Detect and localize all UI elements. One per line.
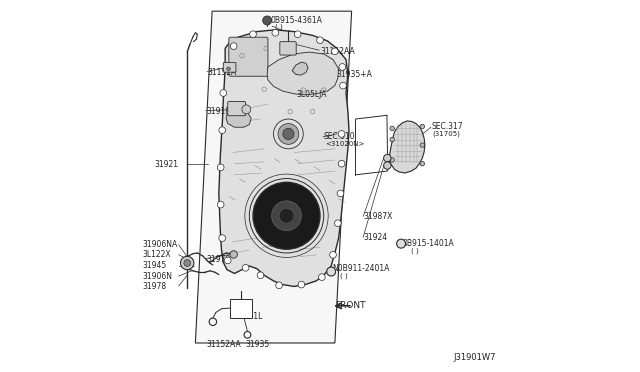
FancyBboxPatch shape [280, 42, 296, 55]
Circle shape [335, 220, 341, 227]
Circle shape [219, 235, 225, 241]
FancyBboxPatch shape [230, 299, 252, 318]
Circle shape [230, 251, 237, 258]
Text: (31705): (31705) [433, 130, 461, 137]
FancyBboxPatch shape [229, 37, 268, 76]
Text: 31924: 31924 [364, 233, 388, 242]
Circle shape [242, 105, 251, 114]
Circle shape [184, 260, 191, 266]
Circle shape [230, 43, 237, 49]
Text: SEC.310: SEC.310 [324, 132, 355, 141]
Circle shape [317, 37, 323, 44]
Circle shape [390, 158, 394, 162]
Circle shape [338, 160, 345, 167]
Text: J31901W7: J31901W7 [453, 353, 495, 362]
Text: ( ): ( ) [275, 23, 283, 30]
Text: SEC.317: SEC.317 [431, 122, 463, 131]
Text: 31906NA: 31906NA [142, 240, 177, 249]
Text: 31978: 31978 [142, 282, 166, 291]
Circle shape [243, 264, 249, 271]
Circle shape [383, 154, 391, 162]
Text: N: N [327, 268, 331, 273]
Polygon shape [292, 62, 308, 75]
Text: M: M [397, 240, 401, 246]
Circle shape [420, 124, 424, 129]
Circle shape [180, 256, 194, 270]
Polygon shape [219, 30, 349, 286]
Text: <31020N>: <31020N> [325, 141, 364, 147]
Text: 0B915-4361A: 0B915-4361A [271, 16, 323, 25]
Circle shape [272, 29, 278, 36]
Text: 31152AA: 31152AA [320, 47, 355, 56]
Circle shape [390, 126, 394, 131]
Circle shape [262, 16, 271, 25]
Circle shape [326, 267, 335, 276]
Text: 31935+A: 31935+A [337, 70, 372, 79]
Circle shape [225, 257, 231, 264]
Text: ( ): ( ) [340, 273, 348, 279]
Circle shape [276, 282, 282, 289]
Circle shape [227, 67, 230, 71]
Circle shape [218, 201, 224, 208]
Circle shape [294, 31, 301, 38]
Circle shape [337, 190, 344, 197]
Circle shape [253, 182, 320, 249]
Polygon shape [227, 110, 251, 127]
Circle shape [278, 124, 299, 144]
Circle shape [279, 208, 294, 223]
Circle shape [383, 162, 391, 169]
Circle shape [420, 143, 424, 147]
Circle shape [420, 161, 424, 166]
Text: 31906N: 31906N [142, 272, 172, 280]
Text: 31921: 31921 [154, 160, 179, 169]
Polygon shape [267, 52, 339, 95]
Text: N0B911-2401A: N0B911-2401A [332, 264, 390, 273]
Polygon shape [195, 11, 351, 343]
Circle shape [390, 137, 394, 142]
Circle shape [298, 281, 305, 288]
Text: 31152A: 31152A [207, 68, 237, 77]
Text: 31152AA: 31152AA [207, 340, 241, 349]
Circle shape [283, 128, 294, 140]
Text: 31970: 31970 [207, 255, 231, 264]
Text: 0B915-1401A: 0B915-1401A [403, 239, 454, 248]
Polygon shape [389, 121, 425, 173]
Text: 31051L: 31051L [234, 312, 263, 321]
Circle shape [271, 201, 301, 231]
Text: 3L05LJA: 3L05LJA [296, 90, 327, 99]
Circle shape [338, 131, 345, 137]
Text: FRONT: FRONT [335, 301, 365, 310]
Circle shape [397, 239, 406, 248]
Circle shape [219, 127, 225, 134]
Circle shape [332, 48, 338, 55]
Circle shape [218, 164, 224, 171]
Circle shape [340, 82, 346, 89]
Text: 31918: 31918 [207, 107, 230, 116]
Circle shape [250, 31, 257, 38]
Text: ( ): ( ) [411, 247, 419, 254]
FancyBboxPatch shape [228, 102, 246, 116]
Text: 31935: 31935 [246, 340, 270, 349]
Circle shape [257, 272, 264, 279]
Text: 31945: 31945 [142, 262, 166, 270]
Text: M: M [262, 17, 268, 23]
Text: 3L122X: 3L122X [142, 250, 171, 259]
FancyBboxPatch shape [223, 62, 236, 72]
Circle shape [339, 64, 346, 70]
Text: 31987X: 31987X [364, 212, 393, 221]
Circle shape [220, 90, 227, 96]
Circle shape [330, 251, 337, 258]
Circle shape [319, 274, 325, 280]
